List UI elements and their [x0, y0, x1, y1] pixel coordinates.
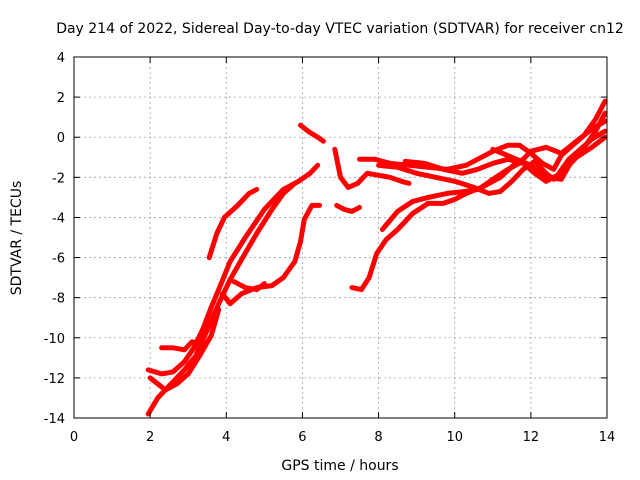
y-tick-labels: -14 -12 -10 -8 -6 -4 -2 0 2 4 — [44, 51, 65, 427]
x-tick-label: 2 — [146, 430, 154, 445]
y-tick-label: -4 — [52, 211, 65, 226]
y-tick-label: 4 — [57, 51, 65, 66]
y-tick-label: -10 — [44, 332, 65, 347]
y-tick-label: -12 — [44, 372, 65, 387]
x-tick-label: 14 — [599, 430, 616, 445]
series-arc-10 — [334, 202, 362, 214]
y-axis-title: SDTVAR / TECUs — [9, 181, 25, 296]
series-arc-4 — [206, 186, 260, 261]
x-tick-labels: 0 2 4 6 8 10 12 14 — [70, 430, 615, 445]
x-tick-label: 12 — [523, 430, 540, 445]
y-tick-label: -6 — [52, 252, 65, 267]
plot-frame — [73, 56, 608, 419]
axis-ticks — [73, 56, 608, 419]
series-arc-5 — [159, 339, 206, 353]
series-arc-6 — [220, 202, 323, 307]
series-arc-3 — [147, 307, 222, 393]
series-arc-13 — [357, 98, 608, 172]
x-axis-title: GPS time / hours — [281, 458, 398, 474]
series-arc-7 — [231, 279, 267, 293]
series-arc-12 — [379, 156, 526, 232]
x-tick-label: 4 — [222, 430, 230, 445]
series-arc-8 — [298, 122, 326, 144]
grid-lines — [74, 57, 607, 418]
x-tick-label: 10 — [446, 430, 463, 445]
y-tick-label: -8 — [52, 292, 65, 307]
x-tick-label: 0 — [70, 430, 78, 445]
y-tick-label: 0 — [57, 131, 65, 146]
data-series-group — [145, 98, 608, 417]
series-arc-11 — [349, 118, 608, 293]
series-arc-9 — [332, 146, 412, 190]
y-tick-label: -14 — [44, 412, 65, 427]
y-tick-label: -2 — [52, 171, 65, 186]
x-tick-label: 6 — [298, 430, 306, 445]
x-tick-label: 8 — [374, 430, 382, 445]
y-tick-label: 2 — [57, 91, 65, 106]
series-arc-16 — [490, 110, 608, 182]
chart-title: Day 214 of 2022, Sidereal Day-to-day VTE… — [56, 21, 624, 37]
